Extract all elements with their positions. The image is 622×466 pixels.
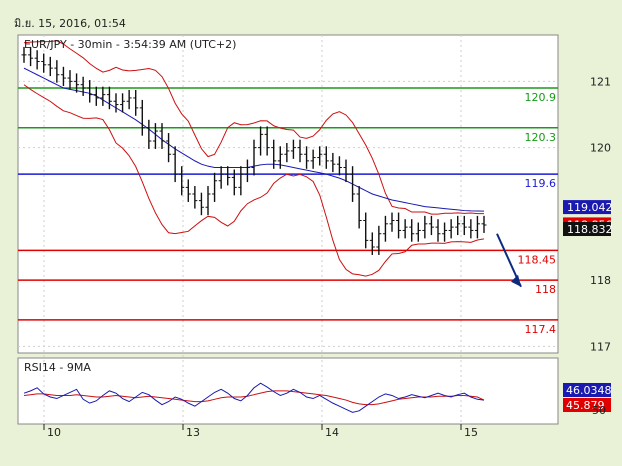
rsi-chart-title: RSI14 - 9MA (24, 361, 91, 374)
y-tick-label: 117 (590, 340, 611, 353)
x-tick-label: 13 (186, 426, 200, 439)
bollinger-upper (23, 40, 485, 215)
level-label: 119.6 (525, 177, 557, 190)
price-tag-label: 119.042 (567, 201, 613, 214)
rsi-tag (563, 383, 611, 397)
y-tick-label: 120 (590, 142, 611, 155)
level-label: 118 (535, 283, 556, 296)
price-tag-label: 118.832 (567, 223, 613, 236)
rsi-line (23, 382, 485, 413)
price-tag (563, 200, 611, 215)
bollinger-lower (23, 84, 485, 277)
rsi-tag-label: 45.879 (566, 399, 605, 412)
x-tick-label: 14 (325, 426, 339, 439)
rsi-layer (23, 382, 485, 413)
x-tick-label: 10 (47, 426, 61, 439)
rsi-tag (563, 398, 611, 412)
y-tick-label: 121 (590, 75, 611, 88)
x-tick-label: 15 (464, 426, 478, 439)
main-panel (17, 34, 559, 354)
level-label: 117.4 (525, 323, 557, 336)
y-tick-label: 118 (590, 274, 611, 287)
rsi-side-label: 50 (592, 404, 606, 417)
header-date: มิ.ย. 15, 2016, 01:54 (14, 17, 126, 30)
rsi-tag-label: 46.0348 (566, 384, 612, 397)
level-label: 120.3 (525, 131, 557, 144)
level-label: 118.45 (518, 253, 557, 266)
price-tag (563, 222, 611, 237)
main-chart-title: EUR/JPY - 30min - 3:54:39 AM (UTC+2) (24, 38, 236, 51)
axis-layer: 121 120 118 117 10 13 14 15 (43, 75, 611, 439)
level-label: 120.9 (525, 91, 557, 104)
series-layer (21, 40, 522, 288)
forecast-arrow-head (511, 274, 521, 287)
